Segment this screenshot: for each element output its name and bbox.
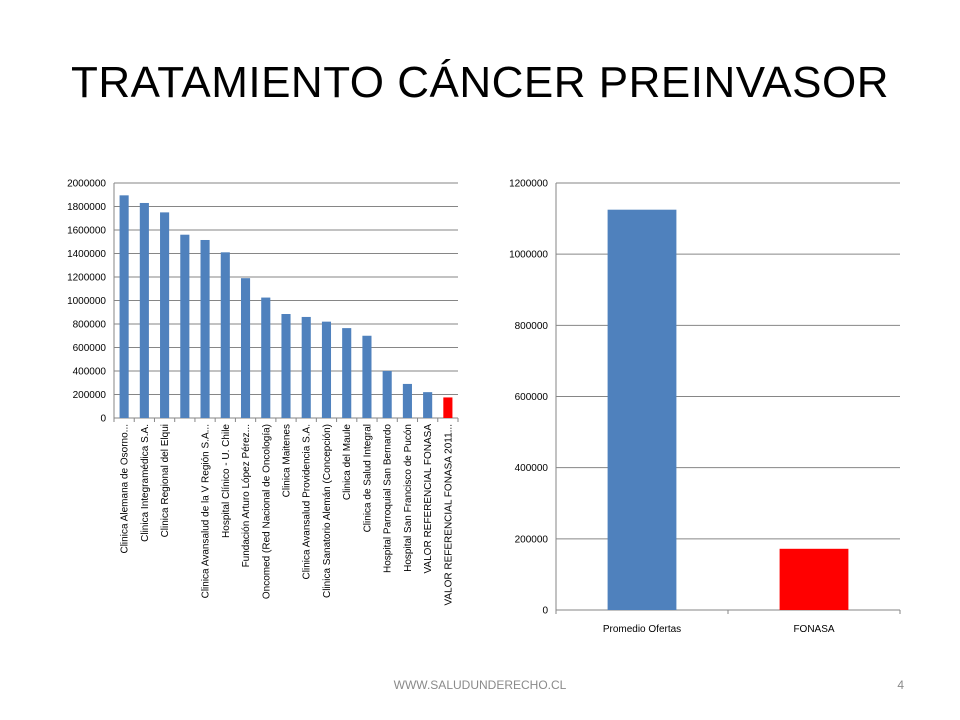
bar	[362, 335, 372, 418]
x-category-label: FONASA	[793, 624, 834, 635]
x-category-label: Clinica Alemana de Osorno...	[120, 424, 131, 554]
bar	[301, 316, 311, 418]
x-category-label: Hospital Clínico - U. Chile	[221, 424, 232, 538]
x-category-label: Promedio Ofertas	[603, 624, 681, 635]
x-category-label: Clinica Maitenes	[282, 424, 293, 497]
bar	[321, 321, 332, 418]
y-tick-label: 1400000	[67, 249, 106, 260]
bar	[261, 297, 271, 418]
y-tick-label: 800000	[515, 321, 549, 332]
x-category-label: Oncomed (Red Nacional de Oncología)	[261, 424, 272, 599]
y-tick-label: 1000000	[509, 250, 548, 261]
y-tick-label: 600000	[73, 343, 107, 354]
x-category-label: VALOR REFERENCIAL FONASA	[423, 424, 434, 574]
bar	[220, 252, 230, 418]
x-category-label: Hospital Parroquial San Bernardo	[383, 424, 394, 573]
bar	[607, 209, 677, 610]
y-tick-label: 1600000	[67, 226, 106, 237]
page-number: 4	[897, 678, 904, 692]
bar	[160, 212, 170, 418]
bar	[139, 202, 149, 418]
x-category-label: Clinica de Salud Integral	[362, 424, 373, 532]
x-category-label: Clinica Integramédica S.A.	[140, 424, 151, 542]
bar	[200, 239, 210, 418]
bar	[779, 548, 849, 610]
y-tick-label: 400000	[73, 367, 107, 378]
y-tick-label: 0	[542, 606, 548, 617]
y-tick-label: 1800000	[67, 202, 106, 213]
y-tick-label: 400000	[515, 463, 549, 474]
bar	[423, 392, 433, 418]
bar	[342, 328, 352, 418]
y-tick-label: 1200000	[509, 179, 548, 190]
bar	[402, 383, 412, 418]
y-tick-label: 2000000	[67, 179, 106, 190]
bar	[119, 195, 129, 418]
bar	[382, 371, 392, 418]
y-tick-label: 1200000	[67, 273, 106, 284]
bar	[240, 278, 251, 418]
y-tick-label: 600000	[515, 392, 549, 403]
x-category-label: Clinica Regional del Elqui	[160, 424, 171, 537]
y-tick-label: 1000000	[67, 296, 106, 307]
slide-title: TRATAMIENTO CÁNCER PREINVASOR	[71, 58, 889, 107]
bar	[180, 234, 190, 418]
y-tick-label: 800000	[73, 320, 107, 331]
y-tick-label: 200000	[73, 390, 107, 401]
x-category-label: Clinica del Maule	[342, 424, 353, 501]
x-category-label: Clinica Avansalud de la V Región S.A...	[201, 424, 212, 598]
x-category-label: Hospital San Francisco de Pucón	[403, 424, 414, 572]
x-category-label: Fundación Arturo López Pérez...	[241, 424, 252, 567]
x-category-label: VALOR REFERENCIAL FONASA 2011...	[443, 424, 454, 606]
bar	[443, 397, 453, 418]
x-category-label: Clinica Avansalud Providencia S.A.	[302, 424, 313, 579]
y-tick-label: 0	[100, 414, 106, 425]
x-category-label: Clinica Sanatorio Alemán (Concepción)	[322, 424, 333, 598]
bar	[281, 314, 291, 418]
y-tick-label: 200000	[515, 534, 549, 545]
footer-url: WWW.SALUDUNDERECHO.CL	[393, 678, 567, 692]
